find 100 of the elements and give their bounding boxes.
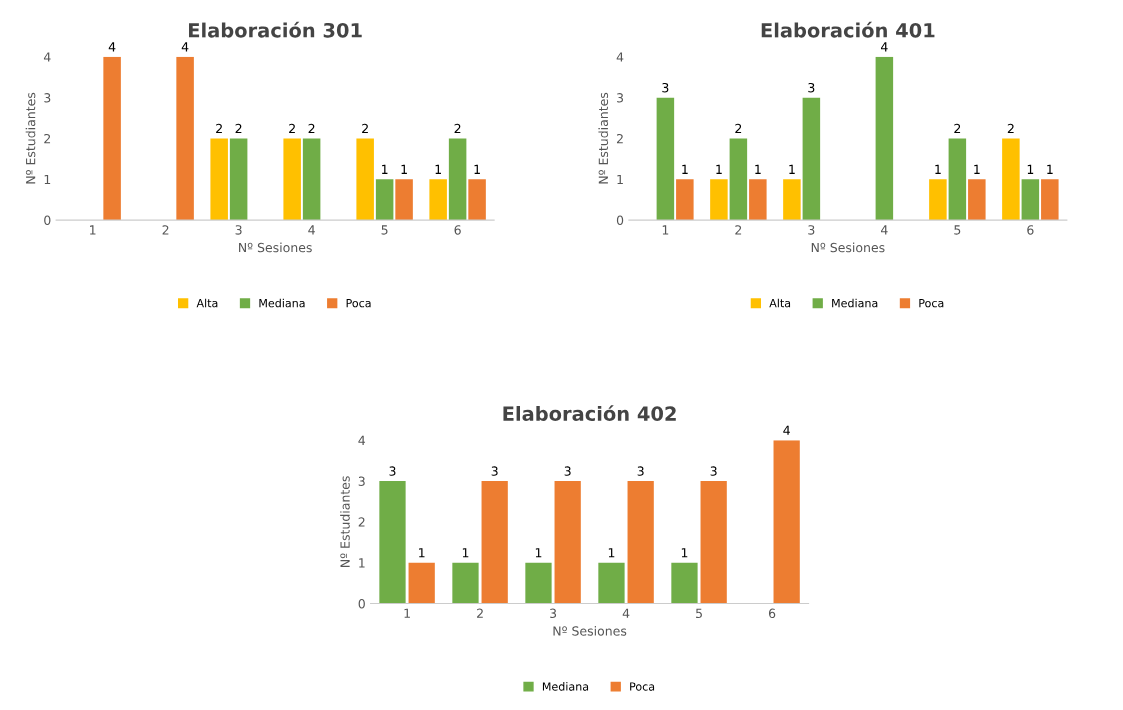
data-label: 2 xyxy=(216,123,222,134)
y-axis-title: Nº Estudiantes xyxy=(25,92,36,184)
data-label: 1 xyxy=(682,164,688,174)
y-axis-title: Nº Estudiantes xyxy=(598,92,609,184)
data-label: 1 xyxy=(1027,164,1034,174)
x-axis-title: Nº Sesiones xyxy=(553,626,627,636)
data-label: 2 xyxy=(954,123,961,134)
data-label: 2 xyxy=(735,123,742,134)
bar xyxy=(379,481,406,604)
y-tick-label: 4 xyxy=(358,435,366,445)
x-tick-label: 4 xyxy=(308,225,315,235)
y-tick-label: 1 xyxy=(359,558,365,568)
bar xyxy=(1041,179,1059,221)
y-tick-label: 0 xyxy=(616,215,624,226)
chart-title: Elaboración 401 xyxy=(761,21,935,38)
bar xyxy=(395,179,413,221)
bar xyxy=(700,481,727,604)
chart-title: Elaboración 301 xyxy=(189,21,362,38)
bar xyxy=(729,138,748,221)
bar xyxy=(525,562,552,604)
x-tick-label: 6 xyxy=(454,225,461,235)
data-label: 3 xyxy=(389,466,396,476)
y-tick-label: 2 xyxy=(44,133,51,144)
bar xyxy=(929,179,947,221)
y-tick-label: 3 xyxy=(358,476,365,486)
legend-label: Mediana xyxy=(832,298,878,308)
chart-title: Elaboración 402 xyxy=(503,405,676,422)
bar xyxy=(676,179,694,221)
data-label: 4 xyxy=(108,42,116,52)
bar xyxy=(429,179,447,221)
data-label: 1 xyxy=(789,164,795,174)
bar xyxy=(375,179,394,221)
data-label: 3 xyxy=(637,466,644,476)
y-tick-label: 1 xyxy=(44,174,51,185)
data-label: 1 xyxy=(681,548,688,558)
x-axis-title: Nº Sesiones xyxy=(239,242,312,253)
bar xyxy=(710,179,728,221)
data-label: 3 xyxy=(662,82,669,93)
x-tick-label: 1 xyxy=(90,225,96,235)
bar xyxy=(176,56,194,221)
data-label: 1 xyxy=(435,164,441,174)
data-label: 1 xyxy=(974,164,980,174)
y-tick-label: 4 xyxy=(616,52,624,62)
bar xyxy=(356,138,374,221)
bar xyxy=(875,56,894,221)
y-tick-label: 3 xyxy=(617,93,624,103)
data-label: 4 xyxy=(881,42,888,52)
data-label: 2 xyxy=(308,123,315,134)
x-tick-label: 6 xyxy=(1027,225,1034,235)
y-tick-label: 0 xyxy=(358,598,365,609)
x-tick-label: 2 xyxy=(735,225,742,235)
data-label: 1 xyxy=(382,164,388,174)
legend-label: Alta xyxy=(769,298,791,308)
data-label: 1 xyxy=(716,164,722,174)
y-tick-label: 2 xyxy=(358,517,365,527)
bar xyxy=(749,179,767,221)
data-label: 2 xyxy=(454,123,461,134)
bar xyxy=(452,562,479,604)
x-tick-label: 4 xyxy=(881,225,888,235)
bar xyxy=(408,562,435,604)
bar xyxy=(671,562,698,604)
y-tick-label: 1 xyxy=(617,174,623,185)
bar xyxy=(554,481,581,604)
data-label: 3 xyxy=(564,466,571,476)
data-label: 1 xyxy=(755,164,761,174)
x-tick-label: 3 xyxy=(235,225,242,235)
y-tick-label: 3 xyxy=(44,93,51,103)
data-label: 1 xyxy=(401,164,407,174)
bar xyxy=(656,97,675,221)
bar xyxy=(1021,179,1040,221)
x-tick-label: 2 xyxy=(477,608,483,618)
x-tick-label: 5 xyxy=(381,225,388,235)
x-tick-label: 3 xyxy=(808,225,815,235)
x-tick-label: 1 xyxy=(662,225,669,235)
bar xyxy=(210,138,228,221)
bar xyxy=(283,138,301,221)
x-tick-label: 1 xyxy=(404,608,410,618)
data-label: 2 xyxy=(235,123,242,134)
bar xyxy=(802,97,821,221)
legend-label: Poca xyxy=(630,682,655,691)
data-label: 3 xyxy=(710,466,717,476)
data-label: 1 xyxy=(935,164,941,174)
data-label: 2 xyxy=(289,123,295,134)
data-label: 1 xyxy=(608,548,615,558)
data-label: 3 xyxy=(491,466,498,476)
bar xyxy=(968,179,986,221)
bar xyxy=(948,138,967,221)
bar xyxy=(627,481,654,604)
x-tick-label: 3 xyxy=(550,608,557,619)
y-axis-title: Nº Estudiantes xyxy=(340,476,350,567)
data-label: 1 xyxy=(462,548,469,558)
legend-label: Mediana xyxy=(542,682,589,691)
bar xyxy=(448,138,467,221)
data-label: 1 xyxy=(535,548,542,558)
legend-label: Alta xyxy=(196,298,218,308)
legend-label: Mediana xyxy=(259,298,305,308)
y-tick-label: 0 xyxy=(44,215,51,226)
bar xyxy=(481,481,508,604)
data-label: 1 xyxy=(419,548,425,558)
data-label: 4 xyxy=(783,425,790,435)
